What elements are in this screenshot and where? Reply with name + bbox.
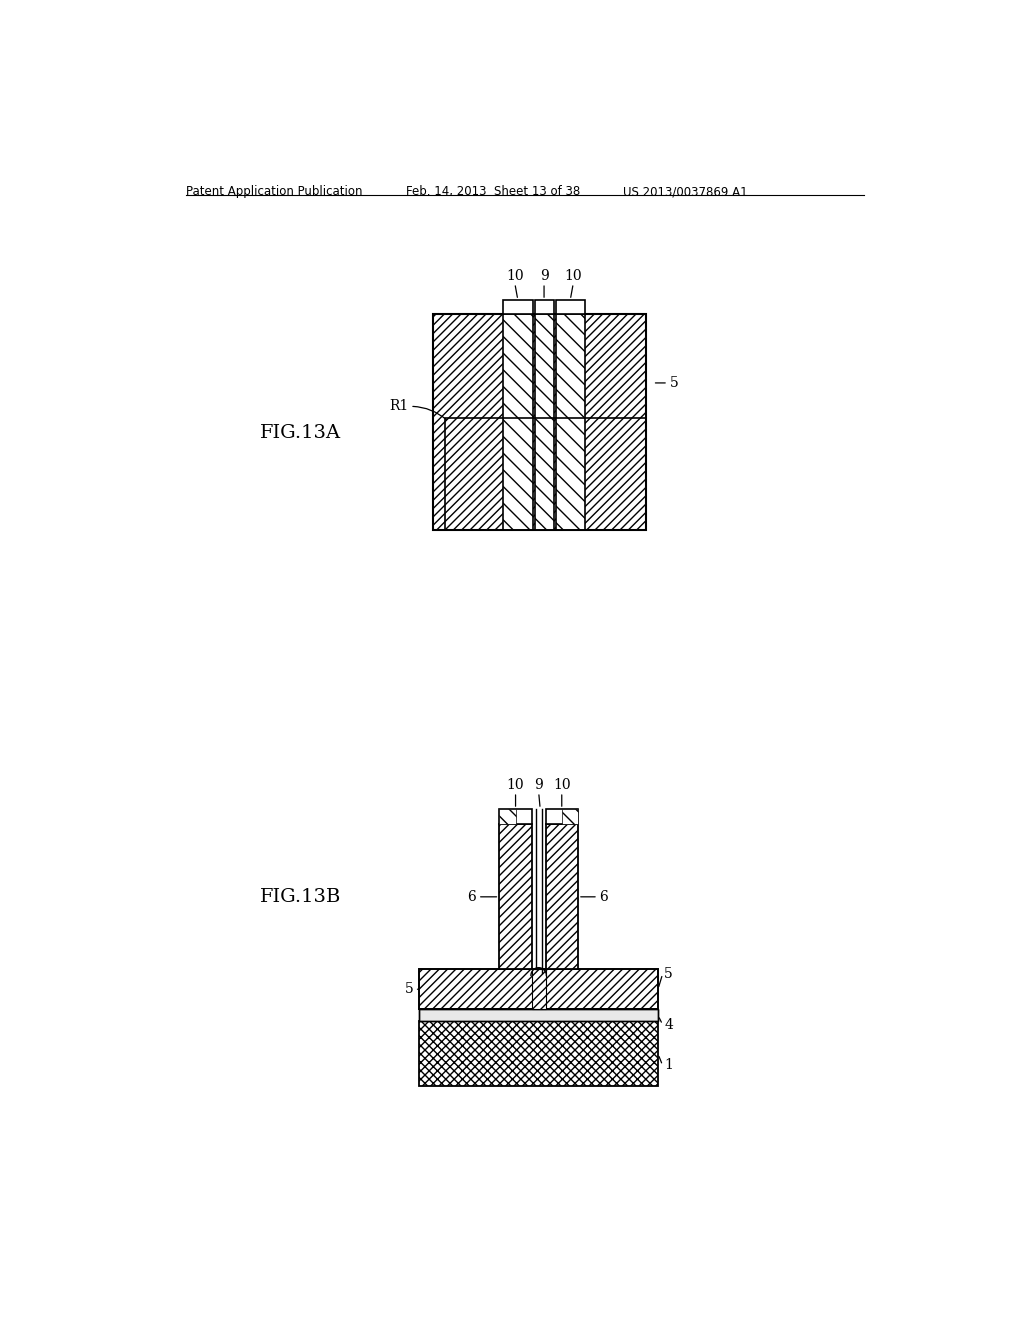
Bar	[419, 969, 658, 1010]
Bar	[444, 418, 646, 529]
Text: 10: 10	[564, 269, 582, 284]
Text: 1: 1	[665, 1059, 673, 1072]
Text: FIG.13B: FIG.13B	[260, 888, 341, 906]
Bar	[500, 809, 531, 825]
Bar	[535, 300, 554, 314]
Bar	[503, 314, 532, 529]
Text: 10: 10	[553, 777, 570, 792]
Bar	[433, 314, 646, 529]
Text: 5: 5	[665, 966, 673, 981]
Text: Patent Application Publication: Patent Application Publication	[186, 185, 362, 198]
Bar	[500, 809, 515, 825]
Bar	[556, 314, 585, 529]
Text: 5: 5	[404, 982, 413, 997]
Text: 10: 10	[506, 269, 523, 284]
Bar	[503, 300, 532, 314]
Text: Feb. 14, 2013  Sheet 13 of 38: Feb. 14, 2013 Sheet 13 of 38	[407, 185, 581, 198]
Bar	[546, 825, 578, 969]
Text: 6: 6	[468, 890, 476, 904]
Text: FIG.13A: FIG.13A	[260, 424, 341, 441]
Bar	[546, 809, 578, 825]
Text: R1: R1	[389, 400, 409, 413]
Text: 9: 9	[535, 777, 543, 792]
Text: 9: 9	[540, 269, 549, 284]
Bar	[419, 1010, 658, 1020]
Bar	[419, 1010, 658, 1020]
Bar	[535, 314, 554, 529]
Bar	[419, 1020, 658, 1086]
Text: 5: 5	[670, 376, 678, 389]
Bar	[500, 825, 531, 969]
Text: 6: 6	[599, 890, 608, 904]
Bar	[531, 969, 546, 1010]
Text: 4: 4	[665, 1018, 673, 1032]
Bar	[562, 809, 578, 825]
Bar	[556, 300, 585, 314]
Text: 10: 10	[507, 777, 524, 792]
Text: US 2013/0037869 A1: US 2013/0037869 A1	[624, 185, 748, 198]
